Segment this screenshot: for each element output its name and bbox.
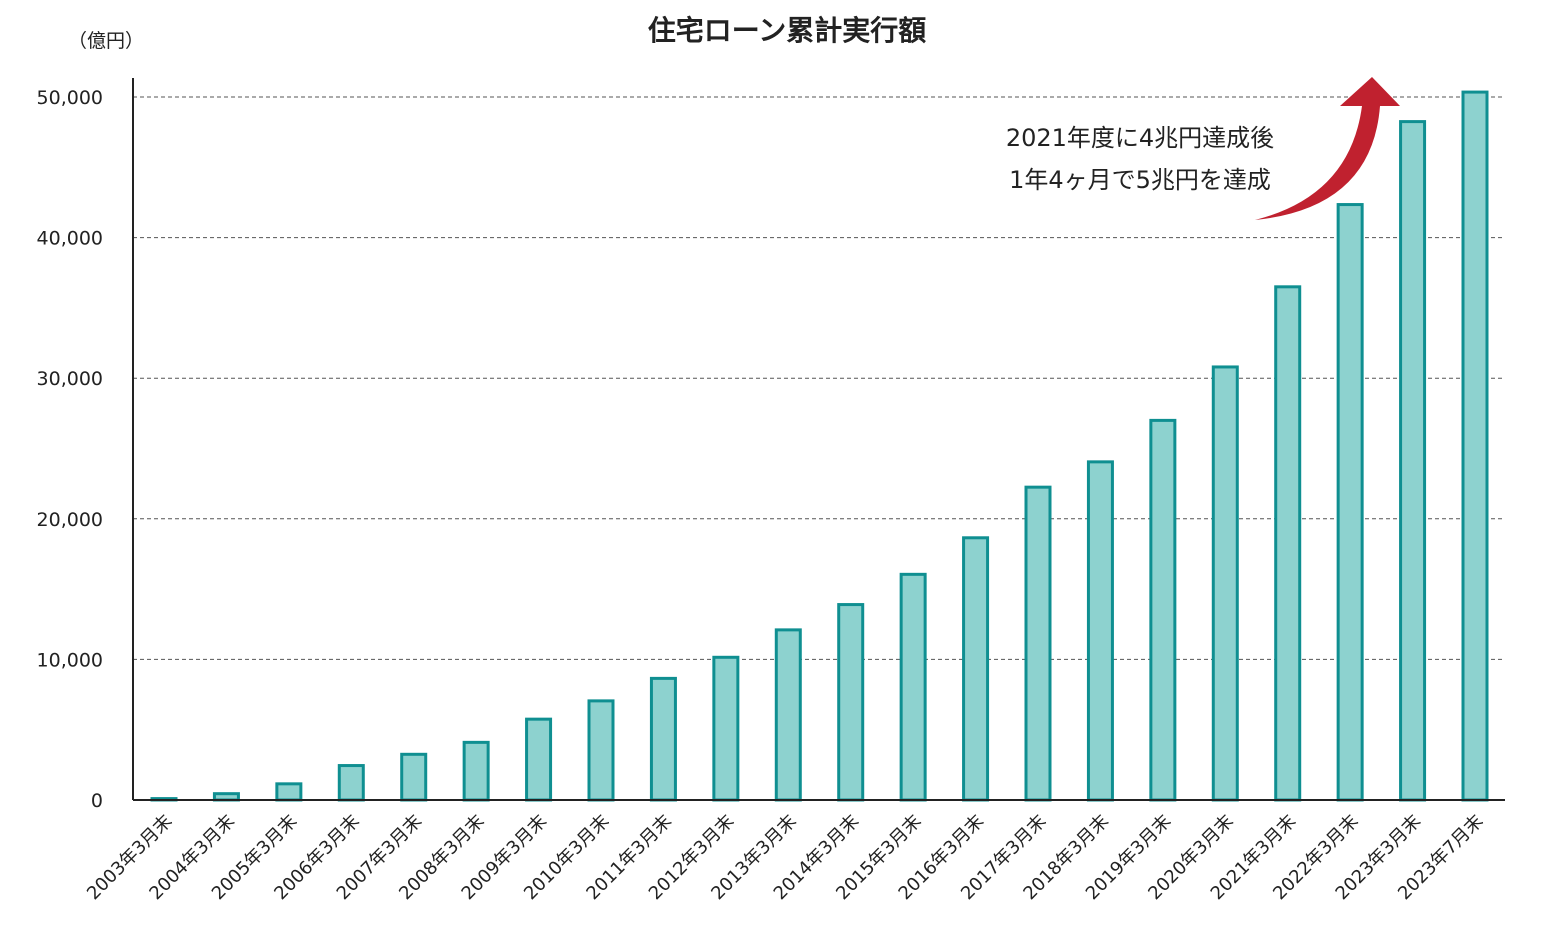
- bar: [1024, 485, 1052, 802]
- bar: [1211, 365, 1239, 802]
- bars: [150, 90, 1489, 802]
- y-tick-label: 50,000: [37, 87, 103, 109]
- bar: [1336, 203, 1364, 802]
- annotation-line-2: 1年4ヶ月で5兆円を達成: [1009, 166, 1271, 194]
- bar: [1461, 90, 1489, 802]
- bar: [837, 603, 865, 802]
- y-tick-label: 40,000: [37, 228, 103, 250]
- bar: [712, 655, 740, 802]
- bar: [462, 740, 490, 802]
- bar: [1149, 418, 1177, 802]
- x-axis-ticks: 2003年3月末2004年3月末2005年3月末2006年3月末2007年3月末…: [83, 811, 1488, 905]
- bar: [649, 676, 677, 802]
- bar: [962, 536, 990, 802]
- annotation-line-1: 2021年度に4兆円達成後: [1006, 124, 1274, 152]
- bar: [275, 782, 303, 802]
- growth-arrow: [1255, 77, 1400, 220]
- y-axis-ticks: 0 10,000 20,000 30,000 40,000 50,000: [37, 87, 103, 812]
- bar: [337, 764, 365, 802]
- y-unit-label: （億円）: [68, 30, 144, 52]
- bar: [400, 752, 428, 802]
- bar: [587, 699, 615, 802]
- bar: [1274, 285, 1302, 802]
- y-tick-label: 30,000: [37, 368, 103, 390]
- bar: [525, 717, 553, 802]
- bar: [1399, 120, 1427, 802]
- y-tick-label: 20,000: [37, 509, 103, 531]
- bar: [774, 628, 802, 802]
- y-tick-label: 10,000: [37, 649, 103, 671]
- chart-title: 住宅ローン累計実行額: [648, 14, 927, 47]
- bar: [899, 572, 927, 802]
- bar: [1086, 460, 1114, 802]
- y-tick-label: 0: [91, 790, 103, 812]
